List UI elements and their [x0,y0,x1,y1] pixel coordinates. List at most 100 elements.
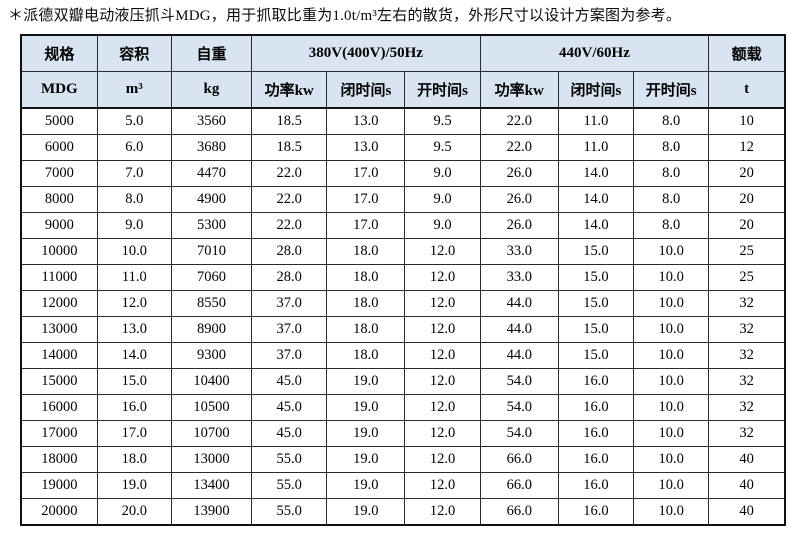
cell: 14.0 [557,212,635,239]
cell: 15.0 [557,238,635,265]
cell: 20.0 [96,498,172,526]
header-cell-self-weight-unit: kg [170,71,253,109]
cell: 8.0 [633,186,710,213]
header-cell-group-380v: 380V(400V)/50Hz [251,34,481,72]
cell: 19.0 [326,498,406,526]
cell: 12.0 [404,420,481,447]
cell: 18000 [20,446,98,473]
table-row: 14000 14.0 9300 37.0 18.0 12.0 44.0 15.0 10.0 32 [20,342,786,369]
cell: 17.0 [96,420,172,447]
cell: 13000 [20,316,98,343]
cell: 44.0 [479,342,559,369]
cell: 10.0 [633,342,710,369]
cell: 32 [708,316,786,343]
cell: 12.0 [404,498,481,526]
cell: 10.0 [633,290,710,317]
cell: 10.0 [633,238,710,265]
table-row: 8000 8.0 4900 22.0 17.0 9.0 26.0 14.0 8.0 20 [20,186,786,213]
cell: 10700 [170,420,253,447]
table-row: 17000 17.0 10700 45.0 19.0 12.0 54.0 16.0 10.0 32 [20,420,786,447]
cell: 7.0 [96,160,172,187]
cell: 12.0 [404,472,481,499]
cell: 66.0 [479,472,559,499]
cell: 55.0 [251,446,328,473]
cell: 22.0 [251,186,328,213]
table-row: 18000 18.0 13000 55.0 19.0 12.0 66.0 16.0 10.0 40 [20,446,786,473]
cell: 8000 [20,186,98,213]
cell: 12.0 [404,342,481,369]
header-cell-close-time-50hz: 闭时间s [326,71,406,109]
cell: 9.0 [404,160,481,187]
cell: 18.5 [251,134,328,161]
cell: 25 [708,264,786,291]
cell: 9.0 [404,212,481,239]
cell: 16.0 [557,446,635,473]
table-row: 20000 20.0 13900 55.0 19.0 12.0 66.0 16.0 10.0 40 [20,498,786,526]
cell: 54.0 [479,368,559,395]
cell: 18.5 [251,107,328,135]
cell: 13400 [170,472,253,499]
cell: 5300 [170,212,253,239]
cell: 8900 [170,316,253,343]
cell: 8.0 [96,186,172,213]
cell: 19000 [20,472,98,499]
cell: 10.0 [633,498,710,526]
cell: 14000 [20,342,98,369]
cell: 14.0 [557,186,635,213]
table-row: 9000 9.0 5300 22.0 17.0 9.0 26.0 14.0 8.0 20 [20,212,786,239]
cell: 44.0 [479,316,559,343]
cell: 10.0 [633,446,710,473]
cell: 18.0 [326,264,406,291]
cell: 28.0 [251,264,328,291]
cell: 10 [708,107,786,135]
table-row: 13000 13.0 8900 37.0 18.0 12.0 44.0 15.0 10.0 32 [20,316,786,343]
header-cell-rated-load-unit: t [708,71,786,109]
table-row: 5000 5.0 3560 18.5 13.0 9.5 22.0 11.0 8.0 10 [20,107,786,135]
cell: 11.0 [96,264,172,291]
cell: 37.0 [251,342,328,369]
header-cell-group-440v: 440V/60Hz [479,34,710,72]
cell: 32 [708,342,786,369]
cell: 18.0 [326,290,406,317]
cell: 54.0 [479,420,559,447]
cell: 55.0 [251,472,328,499]
cell: 16.0 [557,368,635,395]
cell: 40 [708,446,786,473]
cell: 10.0 [633,420,710,447]
cell: 11000 [20,264,98,291]
cell: 19.0 [96,472,172,499]
table-row: 11000 11.0 7060 28.0 18.0 12.0 33.0 15.0 10.0 25 [20,264,786,291]
cell: 15.0 [557,264,635,291]
header-cell-close-time-60hz: 闭时间s [557,71,635,109]
cell: 26.0 [479,186,559,213]
cell: 45.0 [251,420,328,447]
cell: 22.0 [479,134,559,161]
cell: 8550 [170,290,253,317]
header-cell-spec: 规格 [20,34,98,72]
cell: 14.0 [557,160,635,187]
cell: 8.0 [633,107,710,135]
cell: 32 [708,420,786,447]
cell: 66.0 [479,498,559,526]
cell: 11.0 [557,107,635,135]
cell: 10400 [170,368,253,395]
cell: 13000 [170,446,253,473]
cell: 18.0 [326,342,406,369]
cell: 11.0 [557,134,635,161]
cell: 15.0 [557,342,635,369]
cell: 4900 [170,186,253,213]
cell: 55.0 [251,498,328,526]
cell: 16.0 [96,394,172,421]
cell: 40 [708,498,786,526]
cell: 22.0 [251,160,328,187]
cell: 8.0 [633,134,710,161]
cell: 10.0 [633,472,710,499]
header-row-1: 规格 容积 自重 380V(400V)/50Hz 440V/60Hz 额载 [20,34,786,72]
cell: 16.0 [557,498,635,526]
cell: 28.0 [251,238,328,265]
table-header: 规格 容积 自重 380V(400V)/50Hz 440V/60Hz 额载 MD… [20,34,786,109]
cell: 12.0 [404,446,481,473]
cell: 15.0 [96,368,172,395]
cell: 9.5 [404,107,481,135]
